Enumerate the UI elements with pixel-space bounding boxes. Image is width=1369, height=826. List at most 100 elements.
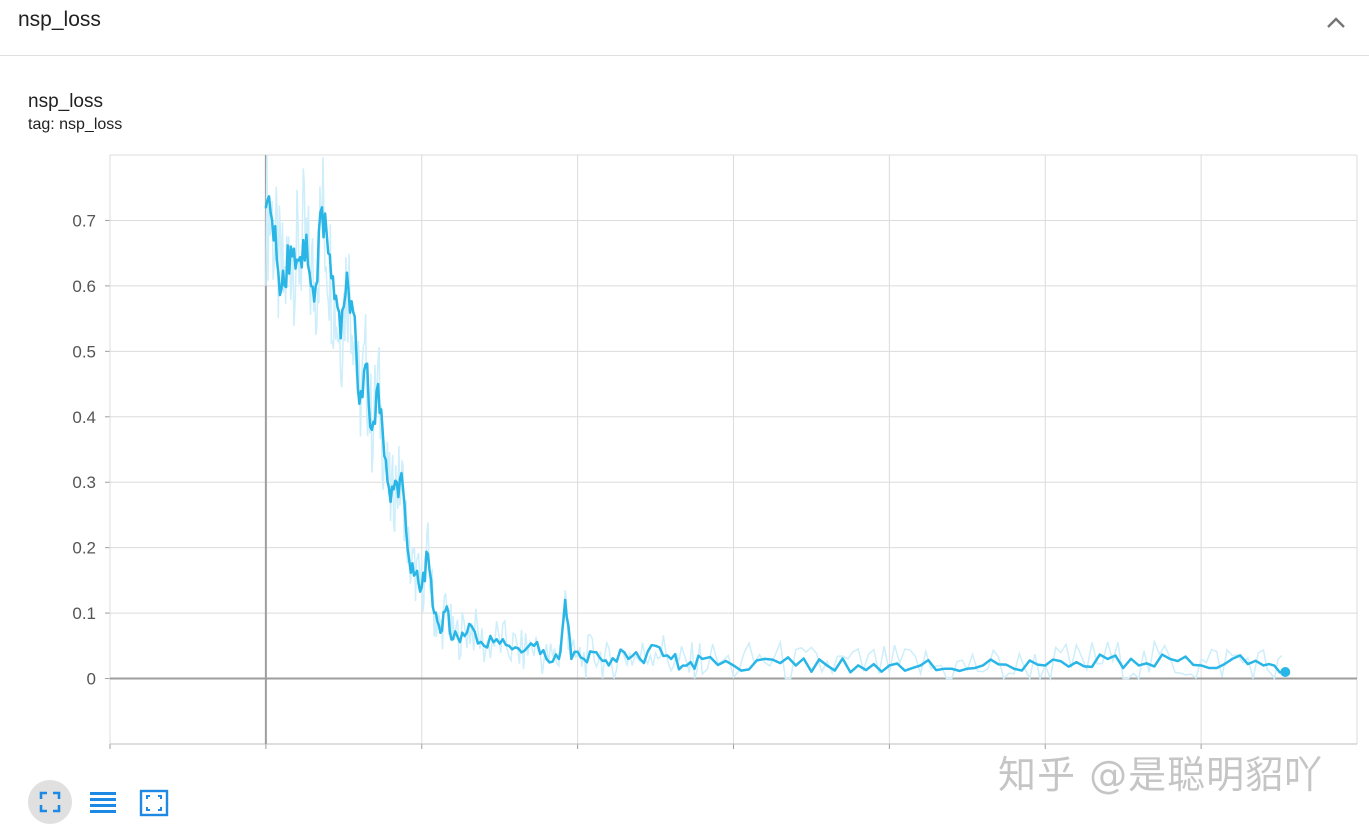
data-point [507,644,511,648]
y-tick-label: 0.5 [72,342,96,361]
chart-tag: tag: nsp_loss [28,116,123,133]
line-chart[interactable]: 0 50k 100k 150k 200k 250k 300k 0 0.1 0.2 0.3 0.4 0.5… [0,0,1369,760]
data-point [1199,664,1203,667]
data-point [461,631,464,634]
data-point [520,651,523,654]
data-point [701,657,704,661]
data-point [414,572,417,576]
data-point [264,206,268,209]
y-tick-label: 0.3 [72,473,96,492]
chevron-up-icon [1327,17,1345,28]
data-point [383,454,386,458]
series-smoothed-line [264,195,1286,674]
data-point [857,664,860,667]
data-point [395,481,399,484]
series-end-marker [1280,667,1291,678]
data-point [1168,657,1172,661]
y-tick-label: 0.7 [72,211,96,230]
data-point [532,644,536,648]
data-point [557,657,561,661]
y-tick-label: 0.1 [72,604,96,623]
data-point [439,631,442,634]
data-point [1012,667,1016,670]
data-point [482,644,486,648]
card-title: nsp_loss [18,8,101,31]
data-point [351,310,355,314]
fit-domain-button[interactable] [130,780,174,824]
watermark: 知乎 @是聪明貂吖 [998,753,1324,797]
data-point [364,363,367,366]
x-tick-label: 150k [715,758,752,760]
data-point [295,258,299,261]
y-tick-label: 0.2 [72,539,96,558]
data-point [1044,664,1047,667]
data-point [563,598,567,602]
data-point [358,402,361,405]
data-point [314,284,317,288]
x-tick-label: 100k [559,758,596,760]
data-point [470,625,473,628]
data-point [623,651,626,654]
data-point [327,251,330,255]
data-point [433,611,436,615]
data-point [545,657,548,661]
data-point [685,664,688,667]
y-tick-label: 0 [87,670,96,689]
x-tick-label: 250k [1027,758,1064,760]
data-point [408,559,411,562]
data-point [270,219,274,222]
data-point [426,553,430,556]
data-point [1231,657,1234,661]
fullscreen-icon [39,791,61,813]
data-point [339,337,342,340]
data-point [825,664,829,667]
collapse-button[interactable] [1323,10,1349,36]
data-point [376,382,380,386]
data-point [1106,657,1109,661]
data-point [277,271,280,274]
data-point [888,664,891,667]
data-point [345,271,349,274]
data-point [445,605,448,608]
data-point [420,585,423,589]
x-tick-label: 200k [871,758,908,760]
data-point [308,271,311,274]
x-tick-label: 50k [408,758,436,760]
data-point [763,657,766,661]
data-point [607,664,610,667]
data-point [1075,660,1078,664]
x-tick-label: 300k [1183,758,1220,760]
data-point [582,657,586,661]
data-point [732,664,735,667]
data-point [570,657,573,661]
data-point [451,638,455,641]
list-lines-icon [90,792,116,813]
data-point [389,500,392,504]
data-point [950,667,953,670]
data-point [495,638,498,641]
expand-chart-button[interactable] [28,780,72,824]
data-point [333,297,336,301]
data-point [638,657,642,661]
y-tick-label: 0.4 [72,408,96,427]
x-tick-label: 0 [261,758,270,760]
data-point [283,284,286,288]
fit-to-data-icon [139,789,169,817]
data-point [1137,664,1140,667]
data-point [401,487,405,490]
chart-title: nsp_loss [28,91,103,112]
data-point [981,664,985,667]
data-point [669,657,673,661]
data-point [595,651,598,654]
toggle-log-scale-button[interactable] [80,780,124,824]
data-point [302,238,305,242]
data-point [654,644,657,648]
data-point [794,664,798,667]
data-point [289,245,293,248]
data-point [370,428,374,432]
data-point [1262,664,1265,667]
y-tick-label: 0.6 [72,277,96,296]
series-raw-line [265,154,1283,682]
data-point [919,664,922,667]
data-point [320,206,324,209]
